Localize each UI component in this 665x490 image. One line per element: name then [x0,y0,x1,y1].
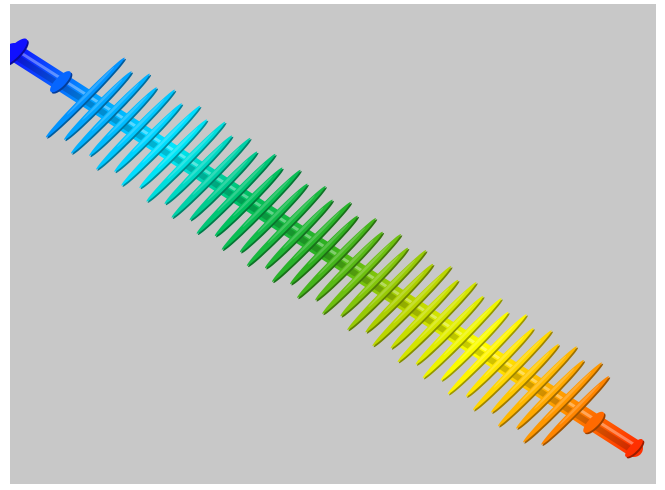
shed-highlight [559,384,600,426]
insulator-shed [523,362,604,444]
shed-highlight [333,239,374,281]
insulator-shed [239,183,309,254]
insulator-shed [315,231,385,302]
insulator-shed [365,263,435,334]
insulator-shed [498,346,579,428]
insulator-shed [516,360,586,430]
insulator-shed [114,103,184,174]
shed-highlight [182,143,223,185]
shed-highlight [267,195,315,244]
insulator-shed [146,121,227,203]
end-cap-right [625,439,645,459]
shed-highlight [318,227,366,276]
insulator-shed [89,87,159,158]
shed-highlight [468,323,516,372]
insulator-shed [214,167,284,238]
insulator-shed [347,250,428,332]
fitting-face [583,411,605,433]
insulator-shed [322,234,403,316]
flange-left [50,71,73,94]
shed-highlight [518,355,567,404]
insulator-shed [440,311,510,382]
shed-highlight [167,131,215,179]
shed-highlight [142,115,190,163]
shed-highlight [132,111,173,153]
flange-right [583,411,606,435]
insulator-shed [297,218,378,300]
shed-highlight [91,82,140,131]
end-cap-left [10,38,29,67]
insulator-shed [390,279,460,350]
insulator-sheds [45,57,611,446]
insulator-shed [541,376,611,446]
shed-highlight [393,275,441,324]
shed-highlight [534,367,575,409]
end-fittings [10,38,645,459]
insulator-shed [447,314,528,396]
shed-highlight [368,259,416,308]
insulator-shed [465,328,535,398]
shed-highlight [207,159,248,201]
shed-highlight [509,351,550,393]
shed-highlight [292,211,341,260]
insulator-shed [272,201,353,284]
insulator-shed [164,135,234,206]
shed-highlight [192,147,240,196]
insulator-shed [121,105,202,187]
shed-highlight [66,66,115,115]
insulator-shed [171,137,252,220]
insulator-scene [10,4,656,484]
insulator-shed [372,266,453,348]
insulator-shed [71,73,152,155]
insulator-shed [139,119,209,190]
insulator-shed [265,199,334,270]
shed-highlight [232,175,274,217]
insulator-shed [189,151,259,222]
insulator-shed [472,330,553,412]
shed-highlight [458,319,500,361]
shed-highlight [282,207,324,249]
insulator-shed [246,185,327,268]
fitting-face [10,38,28,66]
shed-highlight [217,163,265,212]
shed-highlight [157,127,198,169]
shed-highlight [117,98,165,147]
insulator-shed [96,89,177,171]
shed-highlight [483,335,525,377]
shed-highlight [443,307,491,356]
shed-highlight [358,255,399,297]
insulator-shed [340,247,410,318]
shed-highlight [544,371,592,420]
shed-highlight [82,79,123,121]
insulator-shed [221,169,302,252]
shed-highlight [433,303,475,345]
fitting-face [50,71,71,93]
fitting-face [625,439,643,457]
render-area[interactable] [10,4,656,484]
insulator-shed [196,153,277,236]
insulator-shed [415,295,485,366]
shed-highlight [383,271,424,313]
insulator-shed [422,298,503,380]
insulator-shed [491,344,560,414]
insulator-shed [45,57,126,139]
shed-highlight [107,95,148,137]
shed-highlight [418,291,466,340]
insulator-shed [397,282,478,364]
shed-highlight [242,179,290,228]
shed-highlight [408,287,449,329]
shed-highlight [308,223,349,265]
insulator-shed [290,215,359,286]
insulator-shed [64,71,133,142]
shed-highlight [493,339,542,388]
shed-highlight [343,243,391,292]
shed-highlight [257,191,299,233]
